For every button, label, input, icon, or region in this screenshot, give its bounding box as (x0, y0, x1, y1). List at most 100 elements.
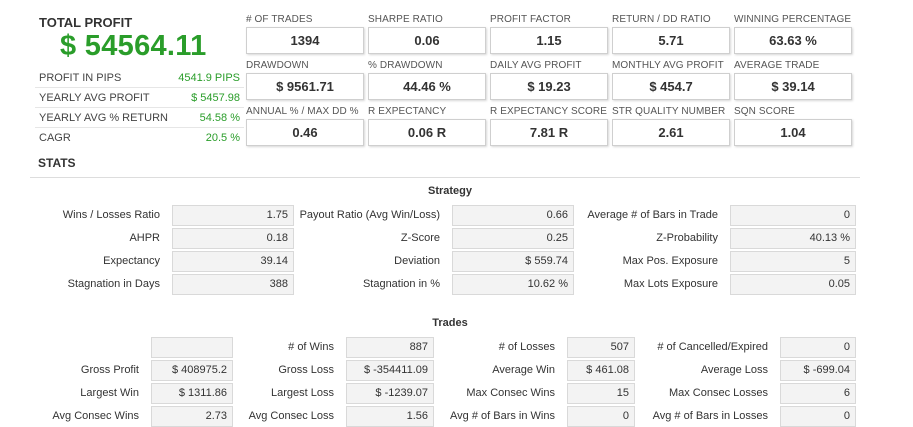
metric-label: DRAWDOWN (246, 60, 309, 71)
total-profit-value: $ 54564.11 (60, 30, 207, 62)
metric-label: # OF TRADES (246, 14, 313, 25)
stat-label: Gross Loss (278, 364, 334, 376)
stat-label: Average Win (492, 364, 555, 376)
total-profit-title: TOTAL PROFIT (39, 15, 133, 30)
metric-value: 1.04 (734, 119, 852, 146)
stat-value: 39.14 (172, 251, 294, 272)
stat-label: Avg Consec Loss (248, 410, 334, 422)
metric-card-sqn-score: SQN SCORE 1.04 (734, 106, 852, 146)
metric-card-monthly-avg-profit: MONTHLY AVG PROFIT $ 454.7 (612, 60, 730, 100)
metric-label: R EXPECTANCY (368, 106, 447, 117)
metric-card-r-expectancy-score: R EXPECTANCY SCORE 7.81 R (490, 106, 608, 146)
stat-label: AHPR (129, 232, 160, 244)
stat-label: Wins / Losses Ratio (62, 209, 160, 221)
metric-card-drawdown: DRAWDOWN $ 9561.71 (246, 60, 364, 100)
metric-card-trades: # OF TRADES 1394 (246, 14, 364, 54)
row-label: PROFIT IN PIPS (39, 71, 122, 84)
stat-label: Avg # of Bars in Wins (450, 410, 555, 422)
metric-card-sharpe: SHARPE RATIO 0.06 (368, 14, 486, 54)
metric-card-daily-avg-profit: DAILY AVG PROFIT $ 19.23 (490, 60, 608, 100)
metric-label: PROFIT FACTOR (490, 14, 571, 25)
stat-label: Z-Score (400, 232, 440, 244)
stat-label: Z-Probability (656, 232, 718, 244)
metric-value: 0.06 R (368, 119, 486, 146)
stat-label: Max Pos. Exposure (622, 255, 718, 267)
stat-value: 0.66 (452, 205, 574, 226)
metric-label: DAILY AVG PROFIT (490, 60, 582, 71)
strategy-section-title: Strategy (427, 185, 473, 197)
stat-label: # of Cancelled/Expired (657, 341, 768, 353)
stat-label: Average # of Bars in Trade (587, 209, 718, 221)
stat-value-empty (151, 337, 233, 358)
metric-value: 2.61 (612, 119, 730, 146)
yearly-avg-return-row: YEARLY AVG % RETURN 54.58 % (35, 108, 244, 128)
stat-label: Max Consec Losses (668, 387, 768, 399)
metric-value: $ 454.7 (612, 73, 730, 100)
metric-value: 63.63 % (734, 27, 852, 54)
row-value: 20.5 % (205, 132, 240, 144)
metric-card-percent-drawdown: % DRAWDOWN 44.46 % (368, 60, 486, 100)
metric-value: 7.81 R (490, 119, 608, 146)
metric-card-str-quality: STR QUALITY NUMBER 2.61 (612, 106, 730, 146)
metric-card-annual-max-dd: ANNUAL % / MAX DD % 0.46 (246, 106, 364, 146)
stat-label: Largest Loss (271, 387, 334, 399)
stat-value: $ 408975.2 (151, 360, 233, 381)
metric-value: 44.46 % (368, 73, 486, 100)
stat-value: 1.75 (172, 205, 294, 226)
metric-value: 1.15 (490, 27, 608, 54)
stat-label: # of Losses (498, 341, 555, 353)
metric-label: MONTHLY AVG PROFIT (612, 60, 724, 71)
stat-value: $ -1239.07 (346, 383, 434, 404)
stat-value: $ -699.04 (780, 360, 856, 381)
stat-label: Payout Ratio (Avg Win/Loss) (299, 209, 440, 221)
cagr-row: CAGR 20.5 % (35, 128, 244, 148)
stat-label: Avg # of Bars in Losses (652, 410, 768, 422)
stat-value: 15 (567, 383, 635, 404)
metric-label: AVERAGE TRADE (734, 60, 820, 71)
stat-label: Stagnation in Days (67, 278, 160, 290)
metric-value: $ 39.14 (734, 73, 852, 100)
metric-label: SQN SCORE (734, 106, 795, 117)
stat-value: 887 (346, 337, 434, 358)
stat-label: Largest Win (80, 387, 139, 399)
stat-label: Average Loss (700, 364, 768, 376)
stat-value: $ 1311.86 (151, 383, 233, 404)
stat-label: Max Lots Exposure (623, 278, 718, 290)
stat-value: 6 (780, 383, 856, 404)
metric-card-profit-factor: PROFIT FACTOR 1.15 (490, 14, 608, 54)
stat-label: Stagnation in % (362, 278, 440, 290)
metric-value: 0.46 (246, 119, 364, 146)
stat-value: 40.13 % (730, 228, 856, 249)
stat-label: Deviation (394, 255, 440, 267)
metric-value: 5.71 (612, 27, 730, 54)
stat-value: $ 461.08 (567, 360, 635, 381)
metric-value: $ 19.23 (490, 73, 608, 100)
row-value: 54.58 % (199, 111, 240, 124)
stat-value: 0 (780, 406, 856, 427)
row-label: CAGR (39, 132, 71, 144)
profit-in-pips-row: PROFIT IN PIPS 4541.9 PIPS (35, 68, 244, 88)
stat-value: 388 (172, 274, 294, 295)
stats-divider (30, 177, 860, 178)
stat-value: 1.56 (346, 406, 434, 427)
row-value: 4541.9 PIPS (178, 71, 240, 84)
metric-card-r-expectancy: R EXPECTANCY 0.06 R (368, 106, 486, 146)
stat-value: 0.25 (452, 228, 574, 249)
metric-value: $ 9561.71 (246, 73, 364, 100)
metric-label: % DRAWDOWN (368, 60, 443, 71)
stat-label: Avg Consec Wins (52, 410, 139, 422)
stat-value: $ 559.74 (452, 251, 574, 272)
stats-title: STATS (38, 156, 76, 170)
metric-card-return-dd: RETURN / DD RATIO 5.71 (612, 14, 730, 54)
yearly-avg-profit-row: YEARLY AVG PROFIT $ 5457.98 (35, 88, 244, 108)
stat-value: $ -354411.09 (346, 360, 434, 381)
stat-value: 507 (567, 337, 635, 358)
stat-value: 5 (730, 251, 856, 272)
metric-label: STR QUALITY NUMBER (612, 106, 726, 117)
row-label: YEARLY AVG PROFIT (39, 91, 150, 104)
stat-value: 0.18 (172, 228, 294, 249)
row-value: $ 5457.98 (191, 91, 240, 104)
total-profit-details: PROFIT IN PIPS 4541.9 PIPS YEARLY AVG PR… (35, 68, 244, 148)
stat-label: Max Consec Wins (466, 387, 555, 399)
metric-value: 0.06 (368, 27, 486, 54)
